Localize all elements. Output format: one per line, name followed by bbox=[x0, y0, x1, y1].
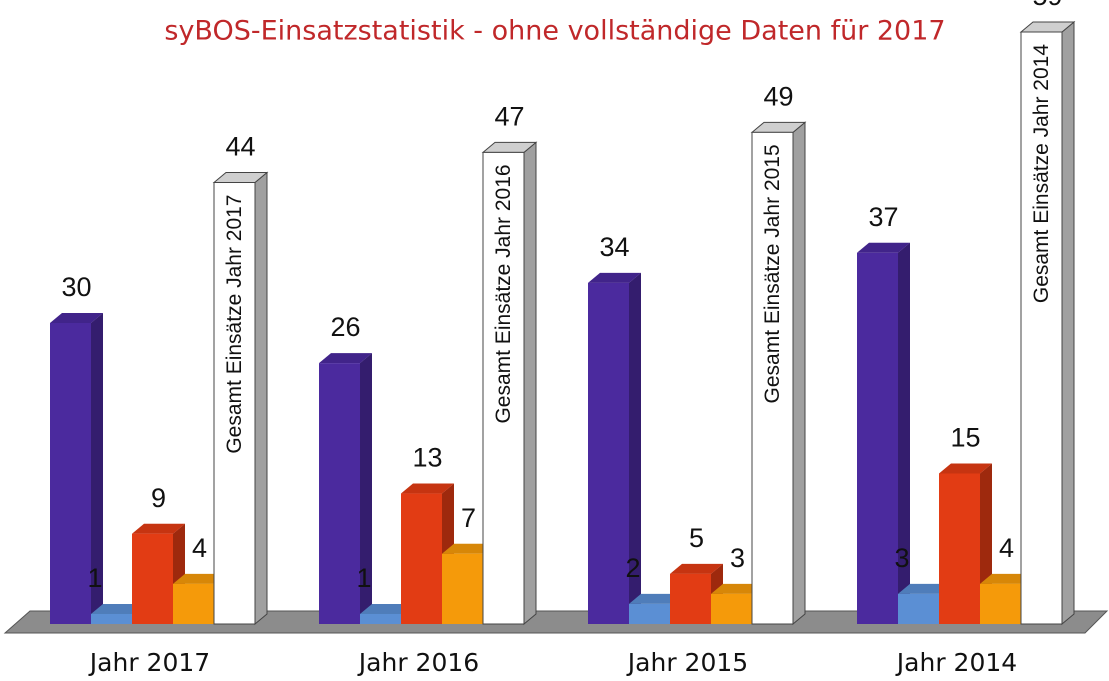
value-label: 1 bbox=[356, 563, 371, 593]
bar bbox=[360, 613, 401, 624]
bar-top bbox=[50, 312, 103, 323]
value-label: 47 bbox=[494, 102, 524, 132]
value-label: 1 bbox=[87, 563, 102, 593]
bar bbox=[132, 533, 173, 624]
bar-top bbox=[91, 603, 144, 614]
value-label: 3 bbox=[894, 543, 909, 573]
bar bbox=[91, 613, 132, 624]
bar-top-shade bbox=[360, 603, 413, 614]
bar-top-shade bbox=[50, 312, 103, 323]
bar-top-shade bbox=[401, 483, 454, 494]
bar-top-shade bbox=[898, 583, 951, 594]
bar-side bbox=[1061, 20, 1075, 626]
bar bbox=[482, 151, 525, 625]
chart-title: syBOS-Einsatzstatistik - ohne vollständi… bbox=[164, 16, 945, 47]
value-label: 5 bbox=[689, 523, 704, 553]
x-tick-label: Jahr 2016 bbox=[357, 648, 479, 677]
bar-side bbox=[254, 171, 268, 626]
value-label: 34 bbox=[599, 232, 629, 262]
bar bbox=[173, 583, 214, 624]
value-label: 13 bbox=[412, 443, 442, 473]
bar-top bbox=[980, 573, 1033, 584]
bar-top-shade bbox=[711, 583, 764, 594]
bar bbox=[629, 603, 670, 624]
x-tick-label: Jahr 2017 bbox=[88, 648, 210, 677]
bar-top bbox=[898, 583, 951, 594]
bar-top bbox=[360, 603, 413, 614]
value-label: 3 bbox=[730, 543, 745, 573]
bar-top bbox=[588, 272, 641, 283]
value-label: 7 bbox=[461, 503, 476, 533]
bar-side bbox=[792, 121, 806, 626]
bar-label: Gesamt Einsätze Jahr 2014 bbox=[1030, 44, 1053, 303]
bar-top-shade bbox=[442, 543, 495, 554]
bar-top-shade bbox=[670, 563, 723, 574]
bar bbox=[939, 473, 980, 624]
value-label: 2 bbox=[625, 553, 640, 583]
bar bbox=[711, 593, 752, 624]
value-label: 4 bbox=[192, 533, 207, 563]
bar-top bbox=[670, 563, 723, 574]
floor bbox=[3, 610, 1109, 634]
bar-side bbox=[629, 272, 641, 624]
bar-top-shade bbox=[939, 463, 992, 474]
bar-side bbox=[360, 353, 372, 624]
bar bbox=[751, 131, 794, 625]
bar-top bbox=[132, 523, 185, 534]
bar-top bbox=[939, 463, 992, 474]
bar-top bbox=[401, 483, 454, 494]
bar-label: Gesamt Einsätze Jahr 2015 bbox=[761, 144, 784, 403]
value-label: 4 bbox=[999, 533, 1014, 563]
bar bbox=[50, 322, 91, 624]
bar-top bbox=[629, 593, 682, 604]
bar bbox=[319, 363, 360, 624]
bar-side bbox=[523, 141, 537, 626]
bar-top bbox=[319, 353, 372, 364]
value-label: 15 bbox=[950, 423, 980, 453]
bar-side-shade bbox=[898, 242, 910, 624]
bar bbox=[857, 252, 898, 624]
bar bbox=[442, 553, 483, 624]
bar-top bbox=[442, 543, 495, 554]
bar-top-shade bbox=[629, 593, 682, 604]
bar-top-shade bbox=[980, 573, 1033, 584]
bar-label: Gesamt Einsätze Jahr 2017 bbox=[223, 195, 246, 454]
value-label: 9 bbox=[151, 483, 166, 513]
bar-top-shade bbox=[173, 573, 226, 584]
bar-top-shade bbox=[91, 603, 144, 614]
bar-top bbox=[173, 573, 226, 584]
bar bbox=[670, 573, 711, 624]
x-tick-label: Jahr 2015 bbox=[626, 648, 748, 677]
bar-side bbox=[91, 312, 103, 624]
bar bbox=[213, 182, 256, 625]
value-label: 30 bbox=[61, 272, 91, 302]
bar bbox=[898, 593, 939, 624]
value-label: 44 bbox=[225, 132, 255, 162]
bar-top-shade bbox=[857, 242, 910, 253]
x-tick-label: Jahr 2014 bbox=[895, 648, 1017, 677]
bar-top-shade bbox=[132, 523, 185, 534]
bar-side bbox=[898, 242, 910, 624]
bar-top bbox=[711, 583, 764, 594]
bar-side-shade bbox=[91, 312, 103, 624]
bar-top-shade bbox=[588, 272, 641, 283]
value-label: 59 bbox=[1032, 0, 1062, 11]
value-label: 37 bbox=[868, 202, 898, 232]
bar-label: Gesamt Einsätze Jahr 2016 bbox=[492, 164, 515, 423]
bar-side-shade bbox=[629, 272, 641, 624]
bar bbox=[980, 583, 1021, 624]
value-label: 26 bbox=[330, 312, 360, 342]
bar-top bbox=[857, 242, 910, 253]
bar-side-shade bbox=[360, 353, 372, 624]
bar bbox=[1020, 31, 1063, 625]
bar bbox=[588, 282, 629, 624]
bar bbox=[401, 493, 442, 624]
value-label: 49 bbox=[763, 81, 793, 111]
bar-top-shade bbox=[319, 353, 372, 364]
